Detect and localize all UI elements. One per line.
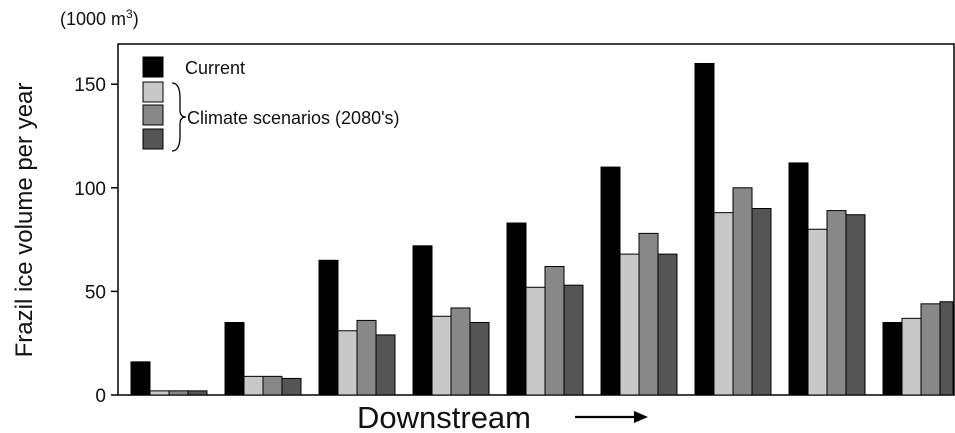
bar xyxy=(788,162,809,396)
bar xyxy=(318,259,339,396)
bar xyxy=(920,303,941,396)
legend-swatch xyxy=(142,128,164,150)
y-tick-label: 150 xyxy=(74,75,106,96)
bar xyxy=(149,390,170,396)
bar-group xyxy=(318,259,396,396)
bar xyxy=(751,208,772,396)
y-tick-label: 50 xyxy=(85,282,106,303)
bar xyxy=(187,390,208,396)
bar xyxy=(544,266,565,396)
bar xyxy=(713,212,734,396)
bar xyxy=(882,321,903,396)
legend-brace xyxy=(171,82,187,152)
bar xyxy=(375,334,396,396)
bar xyxy=(939,301,954,396)
bar xyxy=(732,187,753,396)
bar-group xyxy=(506,222,584,396)
unit-label: (1000 m3) xyxy=(60,7,139,29)
bar-group xyxy=(694,62,772,396)
bar xyxy=(262,375,283,396)
y-axis-label: Frazil ice volume per year xyxy=(11,83,38,358)
bar xyxy=(168,390,189,396)
bar xyxy=(243,375,264,396)
legend-swatch xyxy=(142,56,164,78)
bar xyxy=(525,286,546,396)
legend: Current Climate scenarios (2080's) xyxy=(142,56,400,152)
bar xyxy=(845,214,866,396)
bar-groups xyxy=(130,62,954,396)
bar xyxy=(412,245,433,396)
bar-group xyxy=(788,162,866,396)
bar xyxy=(224,321,245,396)
legend-swatch xyxy=(142,81,164,103)
bar xyxy=(506,222,527,396)
legend-current-label: Current xyxy=(185,58,245,78)
downstream-arrow-icon xyxy=(575,411,648,423)
legend-swatches xyxy=(142,56,164,150)
legend-swatch xyxy=(142,104,164,126)
x-axis-label: Downstream xyxy=(357,400,531,433)
bar xyxy=(469,321,490,396)
bar xyxy=(807,228,828,396)
bar-group xyxy=(412,245,490,396)
bar xyxy=(281,377,302,396)
bar xyxy=(337,330,358,396)
bar-group xyxy=(882,301,954,396)
bar xyxy=(638,232,659,396)
unit-superscript: 3 xyxy=(126,7,133,21)
bar xyxy=(431,315,452,396)
bar xyxy=(826,210,847,396)
y-axis-ticks: 0 50 100 150 xyxy=(74,75,118,407)
bar xyxy=(356,319,377,396)
bar xyxy=(600,166,621,396)
y-tick-label: 0 xyxy=(95,386,106,407)
bar xyxy=(619,253,640,396)
bar-group xyxy=(130,361,208,396)
bar xyxy=(694,62,715,396)
bar xyxy=(130,361,151,396)
legend-scenario-label: Climate scenarios (2080's) xyxy=(187,108,400,128)
bar-group xyxy=(224,321,302,396)
bar-group xyxy=(600,166,678,396)
bar xyxy=(450,307,471,396)
bar xyxy=(657,253,678,396)
y-tick-label: 100 xyxy=(74,179,106,200)
bar xyxy=(563,284,584,396)
bar xyxy=(901,317,922,396)
